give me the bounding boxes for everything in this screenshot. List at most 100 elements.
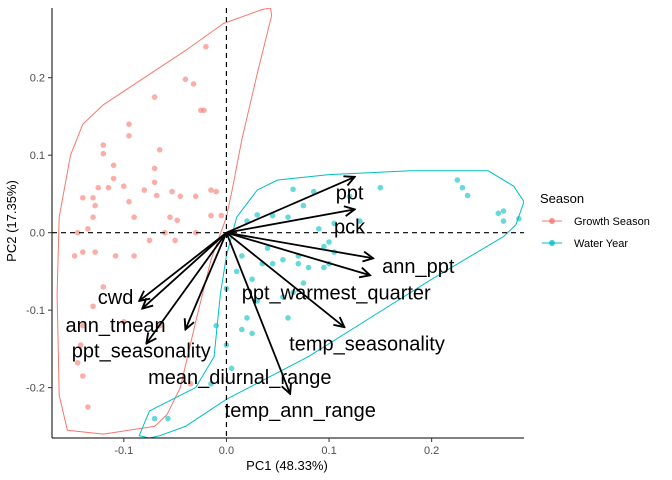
x-tick-label-0: -0.1: [114, 445, 133, 457]
point-0-23: [105, 184, 112, 191]
point-0-22: [110, 175, 117, 182]
point-1-4: [346, 193, 353, 200]
point-1-7: [300, 202, 307, 209]
point-1-24: [321, 264, 327, 271]
point-0-11: [156, 147, 163, 153]
point-1-22: [295, 260, 302, 267]
point-1-45: [500, 208, 507, 214]
point-0-21: [121, 183, 127, 189]
point-1-47: [151, 415, 158, 422]
point-0-49: [77, 342, 84, 348]
point-0-30: [90, 214, 96, 220]
loading-label-ppt_warmest_quarter: ppt_warmest_quarter: [242, 282, 431, 304]
x-tick-label-3: 0.2: [424, 445, 439, 457]
point-0-17: [192, 193, 199, 200]
point-1-13: [331, 220, 338, 227]
point-1-20: [269, 260, 276, 267]
point-1-32: [290, 289, 296, 296]
point-1-21: [280, 257, 286, 263]
points-layer: [71, 43, 522, 422]
point-1-16: [321, 243, 327, 250]
loading-label-pck: pck: [334, 217, 366, 239]
point-0-28: [126, 198, 132, 205]
point-0-10: [110, 162, 117, 169]
point-1-12: [357, 218, 363, 224]
point-1-1: [459, 184, 466, 191]
x-tick-label-2: 0.1: [321, 445, 336, 457]
point-0-51: [80, 373, 86, 379]
point-0-54: [85, 404, 91, 410]
loading-arrow-pck: [226, 209, 354, 234]
loading-label-cwd: cwd: [98, 287, 134, 309]
loading-arrow-ppt_seasonality: [146, 232, 228, 344]
point-1-3: [377, 184, 384, 191]
point-0-2: [190, 81, 197, 87]
reference-lines: [52, 8, 524, 438]
point-0-52: [121, 319, 127, 325]
point-0-45: [71, 253, 78, 259]
point-0-33: [174, 217, 180, 224]
point-0-15: [169, 188, 175, 195]
x-axis-title: PC1 (48.33%): [246, 458, 328, 473]
point-0-40: [172, 237, 178, 244]
point-0-47: [90, 303, 96, 310]
loading-label-temp_seasonality: temp_seasonality: [289, 334, 445, 356]
y-tick-label-2: 0.0: [30, 228, 45, 240]
axes: -0.1 0.0 0.1 0.2 -0.2 -0.1 0.0 0.1 0.2: [26, 8, 524, 457]
y-tick-label-1: -0.1: [26, 305, 45, 317]
point-1-29: [233, 268, 240, 275]
y-tick-label-4: 0.2: [30, 73, 45, 85]
loading-label-mean_diurnal_range: mean_diurnal_range: [148, 367, 331, 389]
point-1-2: [464, 192, 471, 199]
loading-arrow-temp_ann_range: [225, 232, 290, 394]
point-1-48: [165, 415, 171, 422]
point-1-6: [290, 186, 296, 193]
point-0-13: [151, 179, 158, 186]
loading-arrow-ann_ppt: [226, 231, 373, 259]
point-1-23: [305, 264, 312, 271]
point-0-0: [203, 43, 209, 50]
point-0-32: [167, 214, 173, 220]
point-1-37: [239, 326, 245, 333]
point-1-9: [269, 212, 276, 219]
point-1-42: [208, 381, 214, 387]
point-0-55: [187, 381, 194, 387]
point-1-35: [285, 315, 291, 321]
point-0-24: [95, 184, 101, 191]
legend-key-point-0: [549, 218, 555, 224]
point-1-33: [280, 294, 286, 300]
point-1-14: [316, 226, 322, 232]
x-tick-label-1: 0.0: [219, 445, 234, 457]
point-0-9: [100, 150, 107, 157]
point-1-8: [285, 214, 291, 220]
loading-arrow-temp_seasonality: [225, 231, 344, 328]
point-0-19: [213, 188, 219, 195]
y-tick-label-0: -0.2: [26, 383, 45, 395]
point-0-5: [151, 94, 158, 100]
point-0-6: [126, 121, 132, 127]
loading-arrow-mean_diurnal_range: [185, 232, 228, 330]
point-0-38: [74, 229, 81, 236]
point-0-31: [85, 226, 91, 232]
y-tick-label-3: 0.1: [30, 150, 45, 162]
point-0-41: [131, 253, 137, 259]
loading-label-ann_tmean: ann_tmean: [66, 315, 166, 337]
point-0-43: [92, 249, 98, 255]
point-1-28: [249, 276, 255, 283]
point-0-26: [80, 195, 86, 201]
loading-arrow-ppt: [226, 177, 354, 234]
loading-arrow-ppt_warmest_quarter: [226, 231, 370, 276]
point-0-25: [90, 195, 96, 201]
point-1-44: [500, 218, 507, 224]
point-0-39: [146, 237, 153, 244]
legend: Season Growth Season Water Year: [540, 191, 650, 250]
point-0-46: [100, 284, 107, 290]
legend-title: Season: [540, 191, 584, 206]
point-1-41: [228, 365, 235, 372]
point-1-5: [310, 188, 317, 195]
loading-label-ppt: ppt: [336, 182, 364, 204]
hull-0: [56, 8, 273, 435]
point-0-42: [112, 253, 119, 259]
point-1-15: [326, 239, 332, 245]
